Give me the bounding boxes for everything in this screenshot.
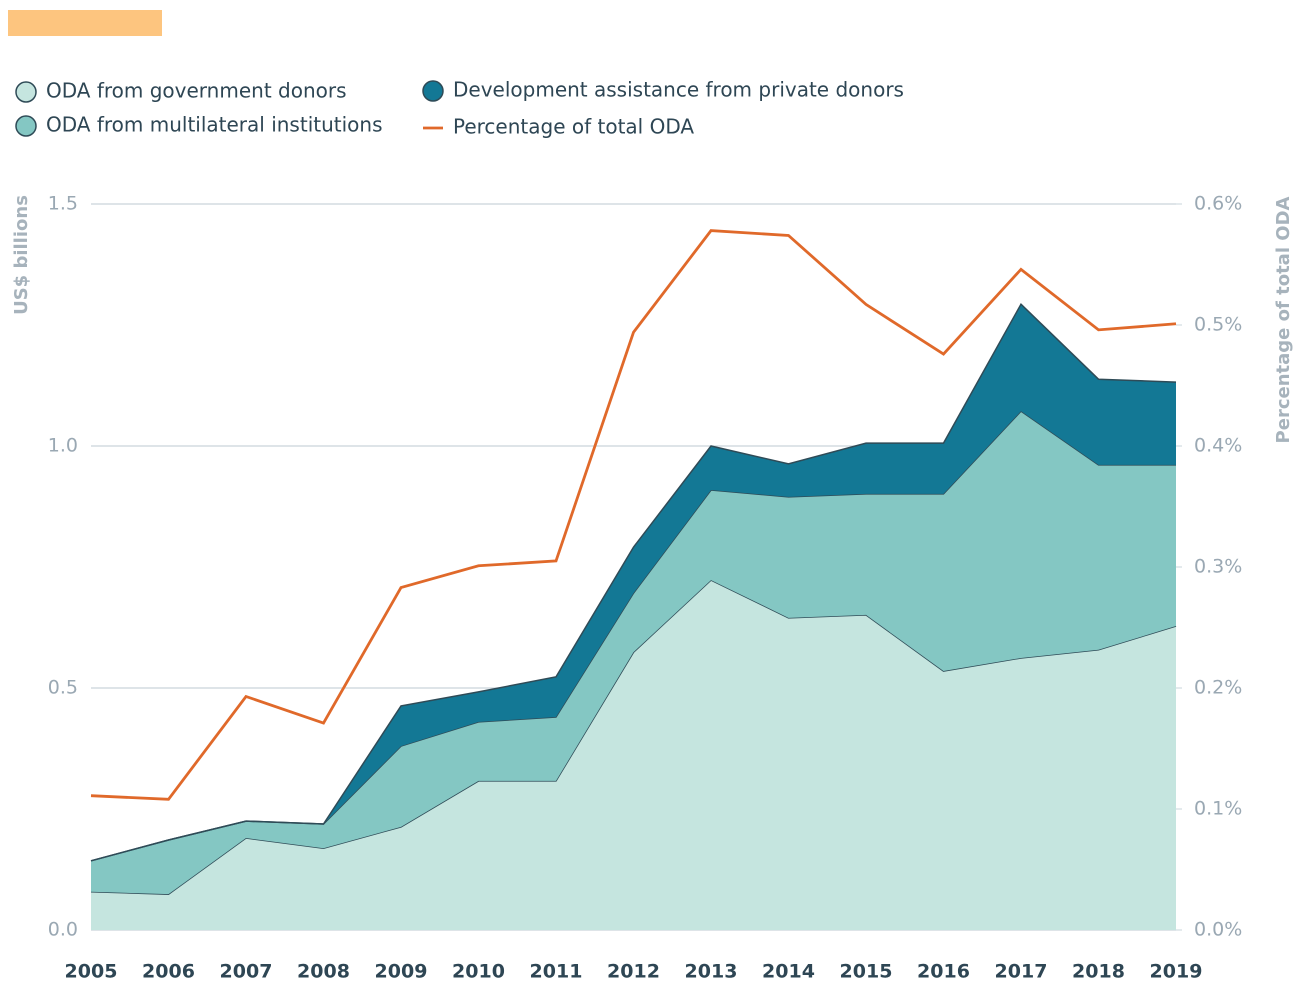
- y2-tick-label: 0.5%: [1194, 314, 1242, 336]
- x-tick-label: 2005: [65, 961, 118, 983]
- legend-label: Percentage of total ODA: [453, 115, 694, 139]
- y2-tick-label: 0.2%: [1194, 677, 1242, 699]
- y2-tick-label: 0.6%: [1194, 193, 1242, 215]
- x-tick-label: 2008: [297, 961, 350, 983]
- line: [90, 229, 1177, 801]
- x-tick-label: 2012: [607, 961, 660, 983]
- y-tick-label: 1.5: [48, 193, 78, 215]
- x-tick-label: 2010: [452, 961, 505, 983]
- legend-label: ODA from government donors: [46, 79, 347, 103]
- y2-tick-label: 0.1%: [1194, 798, 1242, 820]
- legend-marker: [15, 81, 37, 103]
- y2-tick-label: 0.4%: [1194, 435, 1242, 457]
- y2-tick-label: 0.3%: [1194, 556, 1242, 578]
- x-tick-label: 2011: [530, 961, 583, 983]
- x-tick-label: 2018: [1072, 961, 1125, 983]
- x-tick-label: 2006: [142, 961, 195, 983]
- y-axis-title: US$ billions: [11, 195, 32, 315]
- x-tick-label: 2007: [220, 961, 273, 983]
- legend-marker: [422, 80, 444, 102]
- legend-label: ODA from multilateral institutions: [46, 113, 383, 137]
- x-tick-label: 2013: [685, 961, 738, 983]
- y-tick-label: 0.0: [48, 919, 78, 941]
- y2-tick-label: 0.0%: [1194, 919, 1242, 941]
- area-fill: [91, 580, 1176, 930]
- x-tick-label: 2017: [995, 961, 1048, 983]
- y-tick-label: 1.0: [48, 435, 78, 457]
- legend-label: Development assistance from private dono…: [453, 78, 904, 102]
- area-fill: [91, 411, 1176, 895]
- header-accent: [8, 10, 162, 36]
- x-tick-label: 2016: [917, 961, 970, 983]
- x-tick-label: 2009: [375, 961, 428, 983]
- x-tick-label: 2014: [762, 961, 815, 983]
- x-tick-label: 2019: [1150, 961, 1203, 983]
- x-tick-label: 2015: [840, 961, 893, 983]
- legend-marker: [15, 115, 37, 137]
- area-edge: [90, 302, 1177, 862]
- y-tick-label: 0.5: [48, 677, 78, 699]
- y2-axis-title: Percentage of total ODA: [1273, 197, 1294, 444]
